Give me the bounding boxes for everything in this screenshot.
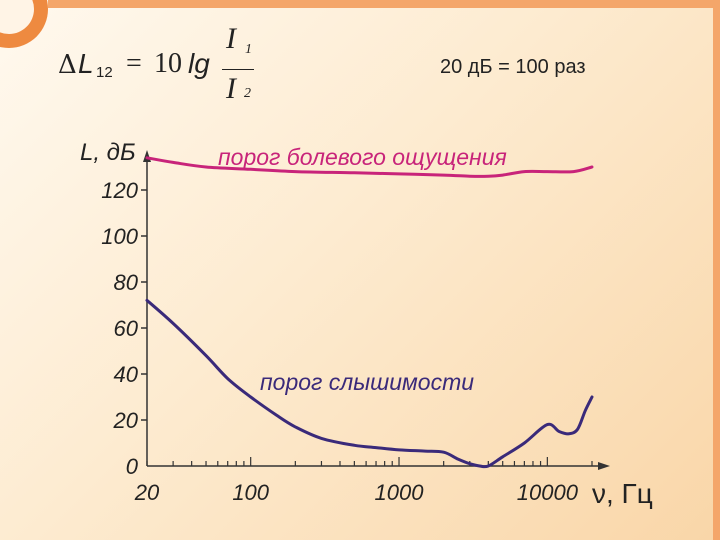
y-tick-label: 0 (126, 454, 139, 479)
right-border-decoration (713, 0, 720, 540)
x-axis-title: ν, Гц (592, 478, 653, 509)
pain-threshold-label: порог болевого ощущения (218, 144, 507, 170)
chart-labels: L, дБ ν, Гц порог болевого ощущения порог с… (80, 139, 653, 509)
formula-numerator-subscript: 1 (245, 42, 252, 57)
corner-decoration (0, 0, 48, 48)
pain-threshold-curve (145, 156, 594, 178)
formula-equals: = (126, 48, 142, 79)
formula-subscript: 12 (96, 64, 113, 81)
x-tick-label: 1000 (375, 480, 425, 505)
x-tick-label: 10000 (517, 480, 579, 505)
y-tick-label: 60 (114, 316, 139, 341)
formula-denominator-subscript: 2 (244, 86, 251, 101)
formula-L: L (78, 48, 94, 79)
formula-ten: 10 (154, 48, 182, 79)
formula-numerator: I (226, 22, 236, 55)
hearing-threshold-curve (145, 298, 594, 469)
ratio-note: 20 дБ = 100 раз (440, 56, 586, 78)
y-tick-label: 40 (114, 362, 139, 387)
y-tick-label: 120 (101, 178, 138, 203)
decibel-formula: Δ L 12 = 10 lg I 1 I 2 (58, 22, 278, 108)
y-tick-label: 80 (114, 270, 139, 295)
y-tick-label: 100 (101, 224, 138, 249)
y-axis-title: L, дБ (80, 139, 136, 166)
y-axis-arrow (143, 150, 151, 162)
formula-denominator: I (226, 72, 236, 105)
formula-delta: Δ (58, 50, 77, 80)
y-tick-label: 20 (113, 408, 139, 433)
hearing-threshold-label: порог слышимости (260, 369, 474, 395)
top-border-decoration (48, 0, 720, 8)
chart-series (145, 156, 594, 469)
x-tick-label: 100 (232, 480, 269, 505)
x-axis-arrow (598, 462, 610, 470)
formula-fraction-bar (222, 69, 254, 70)
x-tick-label: 20 (134, 480, 160, 505)
formula-lg: lg (188, 48, 210, 79)
